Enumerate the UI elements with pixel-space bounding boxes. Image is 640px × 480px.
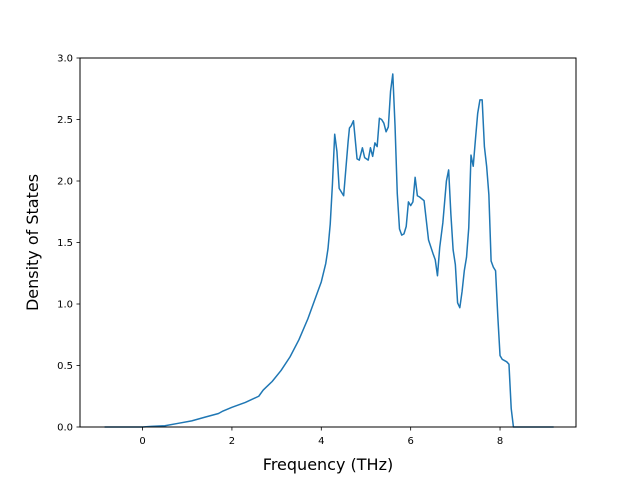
plot-frame — [79, 57, 577, 428]
x-tick-label: 6 — [407, 436, 413, 447]
y-tick-label: 0.0 — [57, 423, 73, 434]
x-axis-label: Frequency (THz) — [263, 455, 393, 474]
y-tick-label: 1.5 — [57, 238, 73, 249]
x-tick-label: 4 — [318, 436, 324, 447]
y-tick-label: 3.0 — [57, 54, 73, 65]
dos-series-line — [104, 73, 554, 428]
y-tick-label: 2.5 — [57, 115, 73, 126]
y-tick-label: 1.0 — [57, 300, 73, 311]
y-tick-label: 2.0 — [57, 177, 73, 188]
y-axis-label: Density of States — [23, 174, 42, 311]
x-tick-label: 8 — [497, 436, 503, 447]
y-tick-label: 0.5 — [57, 361, 73, 372]
x-axis-ticks: 0 2 4 6 8 — [139, 427, 503, 447]
plot-layer — [104, 73, 554, 428]
x-tick-label: 2 — [229, 436, 235, 447]
y-axis-ticks: 0.0 0.5 1.0 1.5 2.0 2.5 3.0 — [57, 54, 80, 434]
x-tick-label: 0 — [139, 436, 145, 447]
